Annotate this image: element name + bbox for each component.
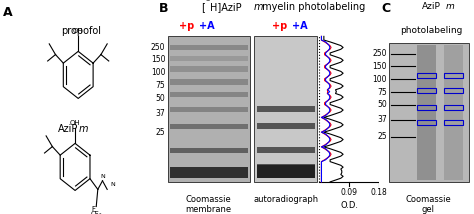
Text: 25: 25 [377,132,387,141]
Text: 150: 150 [151,55,165,64]
Text: 250: 250 [372,49,387,58]
Bar [389,43,469,182]
Text: 250: 250 [151,43,165,52]
Bar [444,120,463,125]
Text: C: C [381,2,390,15]
Text: +A: +A [199,21,214,31]
Bar [170,107,248,112]
Text: 25: 25 [155,128,165,137]
Text: Coomassie
membrane: Coomassie membrane [186,195,232,214]
Text: m: m [446,2,454,11]
Text: AziP: AziP [58,124,78,134]
Text: OH: OH [70,120,81,126]
Text: Coomassie
gel: Coomassie gel [406,195,451,214]
Text: 150: 150 [372,62,387,71]
Text: 0.09: 0.09 [341,188,357,197]
Text: 0.18: 0.18 [371,188,388,197]
Bar [170,148,248,153]
Bar [444,88,463,93]
Bar [444,105,463,110]
Bar [444,45,463,180]
Text: CF₃: CF₃ [91,211,102,214]
Text: H]AziP: H]AziP [210,2,242,12]
Bar [257,147,315,153]
Bar [257,165,315,178]
Text: 37: 37 [377,115,387,124]
Text: 100: 100 [151,68,165,77]
Text: [: [ [201,2,205,12]
Bar [257,106,315,112]
Text: 50: 50 [155,94,165,103]
Bar [170,167,248,178]
Text: +p: +p [272,21,288,31]
Text: AziP: AziP [422,2,441,11]
Bar [170,66,248,72]
Bar [417,88,436,93]
Text: N: N [110,182,115,187]
Bar [170,45,248,50]
Text: +p: +p [179,21,194,31]
Text: B: B [159,2,168,15]
Text: 3: 3 [205,0,210,2]
Text: N: N [100,174,105,179]
Text: m: m [78,124,88,134]
Text: F: F [91,206,95,212]
Bar [170,79,248,85]
Text: 75: 75 [377,88,387,97]
Bar [257,123,315,129]
Bar [170,124,248,129]
Text: photolabeling: photolabeling [400,26,463,35]
Text: autoradiograph: autoradiograph [253,195,318,204]
Bar [255,36,317,182]
Bar [417,120,436,125]
Text: m: m [253,2,263,12]
Bar [417,45,436,180]
Text: 100: 100 [372,75,387,84]
Bar [170,92,248,97]
Text: propofol: propofol [61,26,101,36]
Bar [417,73,436,78]
Text: myelin photolabeling: myelin photolabeling [259,2,365,12]
Text: OH: OH [73,28,83,34]
Bar [444,73,463,78]
Text: +A: +A [292,21,308,31]
Bar [257,164,315,170]
Bar [417,105,436,110]
Text: A: A [3,6,13,19]
Text: 37: 37 [155,109,165,118]
Text: 75: 75 [155,81,165,90]
Text: 50: 50 [377,100,387,109]
Bar [170,56,248,61]
Text: O.D.: O.D. [340,201,358,210]
Bar [168,36,250,182]
